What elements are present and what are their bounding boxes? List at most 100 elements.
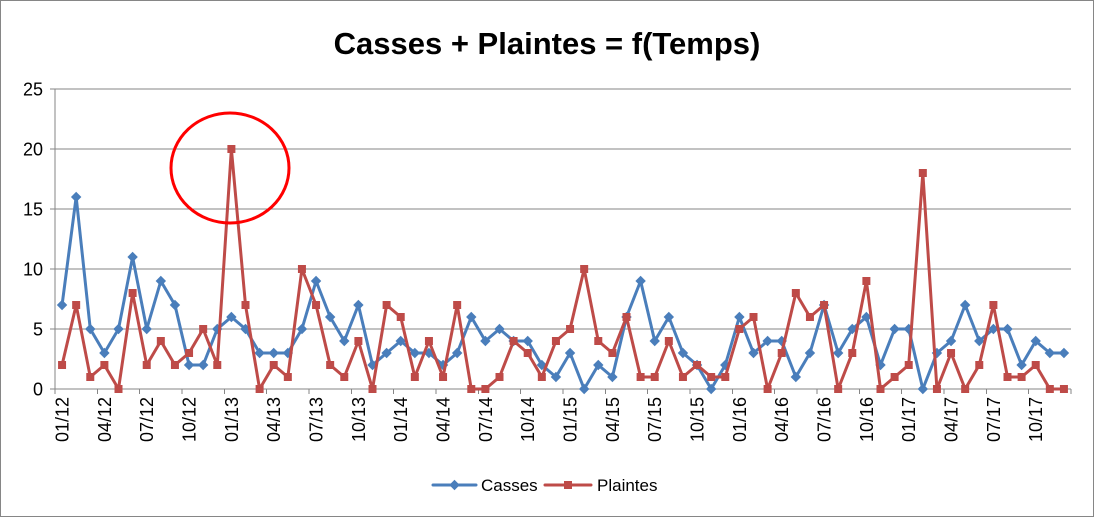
x-tick-label: 10/12 [180, 397, 200, 442]
x-tick-label: 10/13 [349, 397, 369, 442]
x-tick-label: 01/12 [53, 397, 73, 442]
plaintes-point [467, 385, 476, 393]
x-tick-label: 04/12 [95, 397, 115, 442]
plaintes-point [283, 373, 292, 381]
casses-point [127, 251, 138, 263]
plaintes-point [580, 265, 589, 273]
casses-point [381, 347, 392, 359]
plaintes-point [128, 289, 137, 297]
plaintes-point [749, 313, 758, 321]
casses-point [889, 323, 900, 335]
legend-item-casses: Casses [431, 476, 538, 495]
casses-point [1044, 347, 1056, 359]
plaintes-point [1059, 385, 1068, 393]
casses-point [607, 371, 618, 383]
plaintes-point [622, 313, 631, 321]
plaintes-point [424, 337, 433, 345]
casses-point [197, 359, 209, 371]
casses-point [353, 299, 364, 311]
casses-point [1016, 359, 1027, 371]
plaintes-point [763, 385, 772, 393]
x-tick-label: 10/17 [1026, 397, 1046, 442]
x-tick-label: 04/13 [264, 397, 284, 442]
y-tick-label: 0 [33, 380, 43, 400]
casses-point [677, 347, 689, 359]
y-tick-label: 15 [23, 200, 43, 220]
casses-point [451, 347, 463, 359]
plaintes-point [481, 385, 490, 393]
plaintes-point [382, 301, 391, 309]
casses-point [409, 347, 421, 359]
casses-point [945, 335, 957, 347]
plaintes-point [227, 145, 236, 153]
legend-casses-marker [449, 479, 460, 491]
casses-point [550, 371, 562, 383]
plaintes-point [1045, 385, 1054, 393]
legend-plaintes-label: Plaintes [597, 476, 657, 495]
casses-point [748, 347, 759, 359]
casses-point [494, 323, 505, 335]
casses-point [649, 335, 660, 347]
plaintes-point [495, 373, 504, 381]
y-tick-label: 10 [23, 260, 43, 280]
x-tick-label: 10/15 [688, 397, 708, 442]
x-tick-label: 10/16 [857, 397, 877, 442]
plaintes-point [947, 349, 956, 357]
casses-point [466, 311, 477, 323]
plaintes-point [594, 337, 603, 345]
casses-point [578, 383, 590, 395]
casses-point [663, 311, 675, 323]
series-layer [56, 145, 1070, 395]
casses-point [99, 347, 110, 359]
y-axis: 0 5 10 15 20 25 [23, 80, 56, 400]
plaintes-point [1031, 361, 1040, 369]
legend-item-plaintes: Plaintes [543, 476, 657, 495]
plaintes-point [537, 373, 546, 381]
casses-point [113, 323, 124, 335]
x-tick-label: 07/15 [645, 397, 665, 442]
plaintes-point [876, 385, 885, 393]
plaintes-point [354, 337, 363, 345]
plaintes-point [834, 385, 843, 393]
casses-point [1058, 347, 1070, 359]
plaintes-point [721, 373, 730, 381]
plaintes-point [678, 373, 687, 381]
plaintes-point [142, 361, 151, 369]
x-tick-label: 01/14 [391, 397, 411, 442]
plaintes-point [312, 301, 321, 309]
casses-point [310, 275, 322, 287]
plaintes-point [185, 349, 194, 357]
casses-point [847, 323, 858, 335]
plaintes-point [269, 361, 278, 369]
plaintes-point [650, 373, 659, 381]
casses-point [564, 347, 576, 359]
plaintes-point [551, 337, 560, 345]
plaintes-point [848, 349, 857, 357]
casses-point [56, 299, 68, 311]
x-tick-label: 07/17 [984, 397, 1004, 442]
x-tick-label: 01/13 [222, 397, 242, 442]
plaintes-point [241, 301, 250, 309]
x-tick-label: 04/17 [942, 397, 962, 442]
plaintes-point [566, 325, 575, 333]
x-tick-label: 04/16 [772, 397, 792, 442]
plaintes-point [735, 325, 744, 333]
plaintes-point [820, 301, 829, 309]
casses-point [917, 383, 929, 395]
plaintes-point [396, 313, 405, 321]
plaintes-point [170, 361, 179, 369]
x-tick-label: 07/13 [307, 397, 327, 442]
plaintes-series [58, 145, 1068, 393]
plaintes-point [664, 337, 673, 345]
plaintes-point [100, 361, 109, 369]
plaintes-point [989, 301, 998, 309]
plaintes-point [1017, 373, 1026, 381]
plaintes-point [805, 313, 814, 321]
casses-point [734, 311, 745, 323]
plaintes-point [156, 337, 165, 345]
plaintes-point [904, 361, 913, 369]
plaintes-point [791, 289, 800, 297]
casses-point [1030, 335, 1041, 347]
